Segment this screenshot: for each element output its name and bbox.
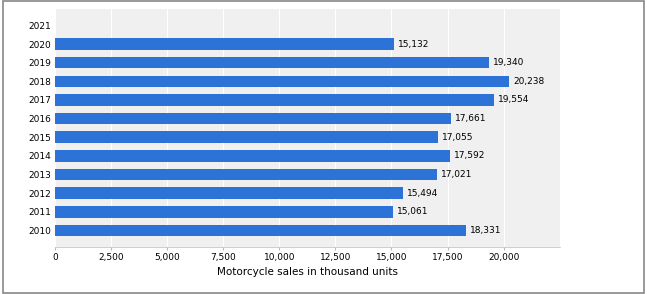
Bar [55, 169, 437, 180]
Text: 15,132: 15,132 [399, 40, 430, 49]
Bar [55, 131, 437, 143]
Text: 17,021: 17,021 [441, 170, 472, 179]
Text: 15,061: 15,061 [397, 207, 428, 216]
Text: 20,238: 20,238 [513, 77, 544, 86]
Text: 19,340: 19,340 [493, 58, 524, 67]
Text: 17,661: 17,661 [455, 114, 487, 123]
Text: 18,331: 18,331 [470, 226, 501, 235]
Text: 19,554: 19,554 [498, 96, 529, 104]
Text: 17,592: 17,592 [454, 151, 485, 160]
Bar [55, 113, 451, 124]
X-axis label: Motorcycle sales in thousand units: Motorcycle sales in thousand units [217, 267, 398, 277]
Text: 17,055: 17,055 [441, 133, 473, 142]
Bar [55, 38, 395, 50]
Bar [55, 187, 402, 199]
Bar [55, 206, 393, 218]
Bar [55, 94, 494, 106]
Bar [55, 76, 509, 87]
Text: 15,494: 15,494 [406, 188, 438, 198]
Bar [55, 57, 488, 69]
Bar [55, 150, 450, 162]
Bar [55, 225, 466, 236]
